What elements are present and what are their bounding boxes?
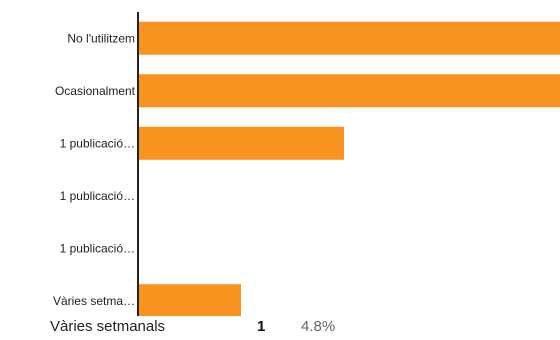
category-label-1: No l'utilitzem: [67, 31, 135, 45]
bar-6: [138, 284, 241, 316]
bar-1: [138, 21, 560, 55]
bar-chart: No l'utilitzem Ocasionalment 1 publicació……: [53, 12, 560, 316]
category-labels: No l'utilitzem Ocasionalment 1 publicació……: [53, 31, 136, 308]
summary-percent: 4.8%: [301, 318, 336, 335]
category-label-5: 1 publicació…: [60, 241, 135, 255]
summary-row: Vàries setmanals 1 4.8%: [0, 316, 560, 338]
category-label-2: Ocasionalment: [55, 84, 136, 98]
summary-label: Vàries setmanals: [50, 318, 166, 335]
bars-group: [138, 21, 560, 316]
bar-3: [138, 126, 344, 160]
category-label-3: 1 publicació…: [60, 136, 135, 150]
bar-2: [138, 74, 560, 108]
category-label-6: Vàries setma…: [53, 294, 135, 308]
summary-count: 1: [257, 318, 266, 335]
category-label-4: 1 publicació…: [60, 189, 135, 203]
